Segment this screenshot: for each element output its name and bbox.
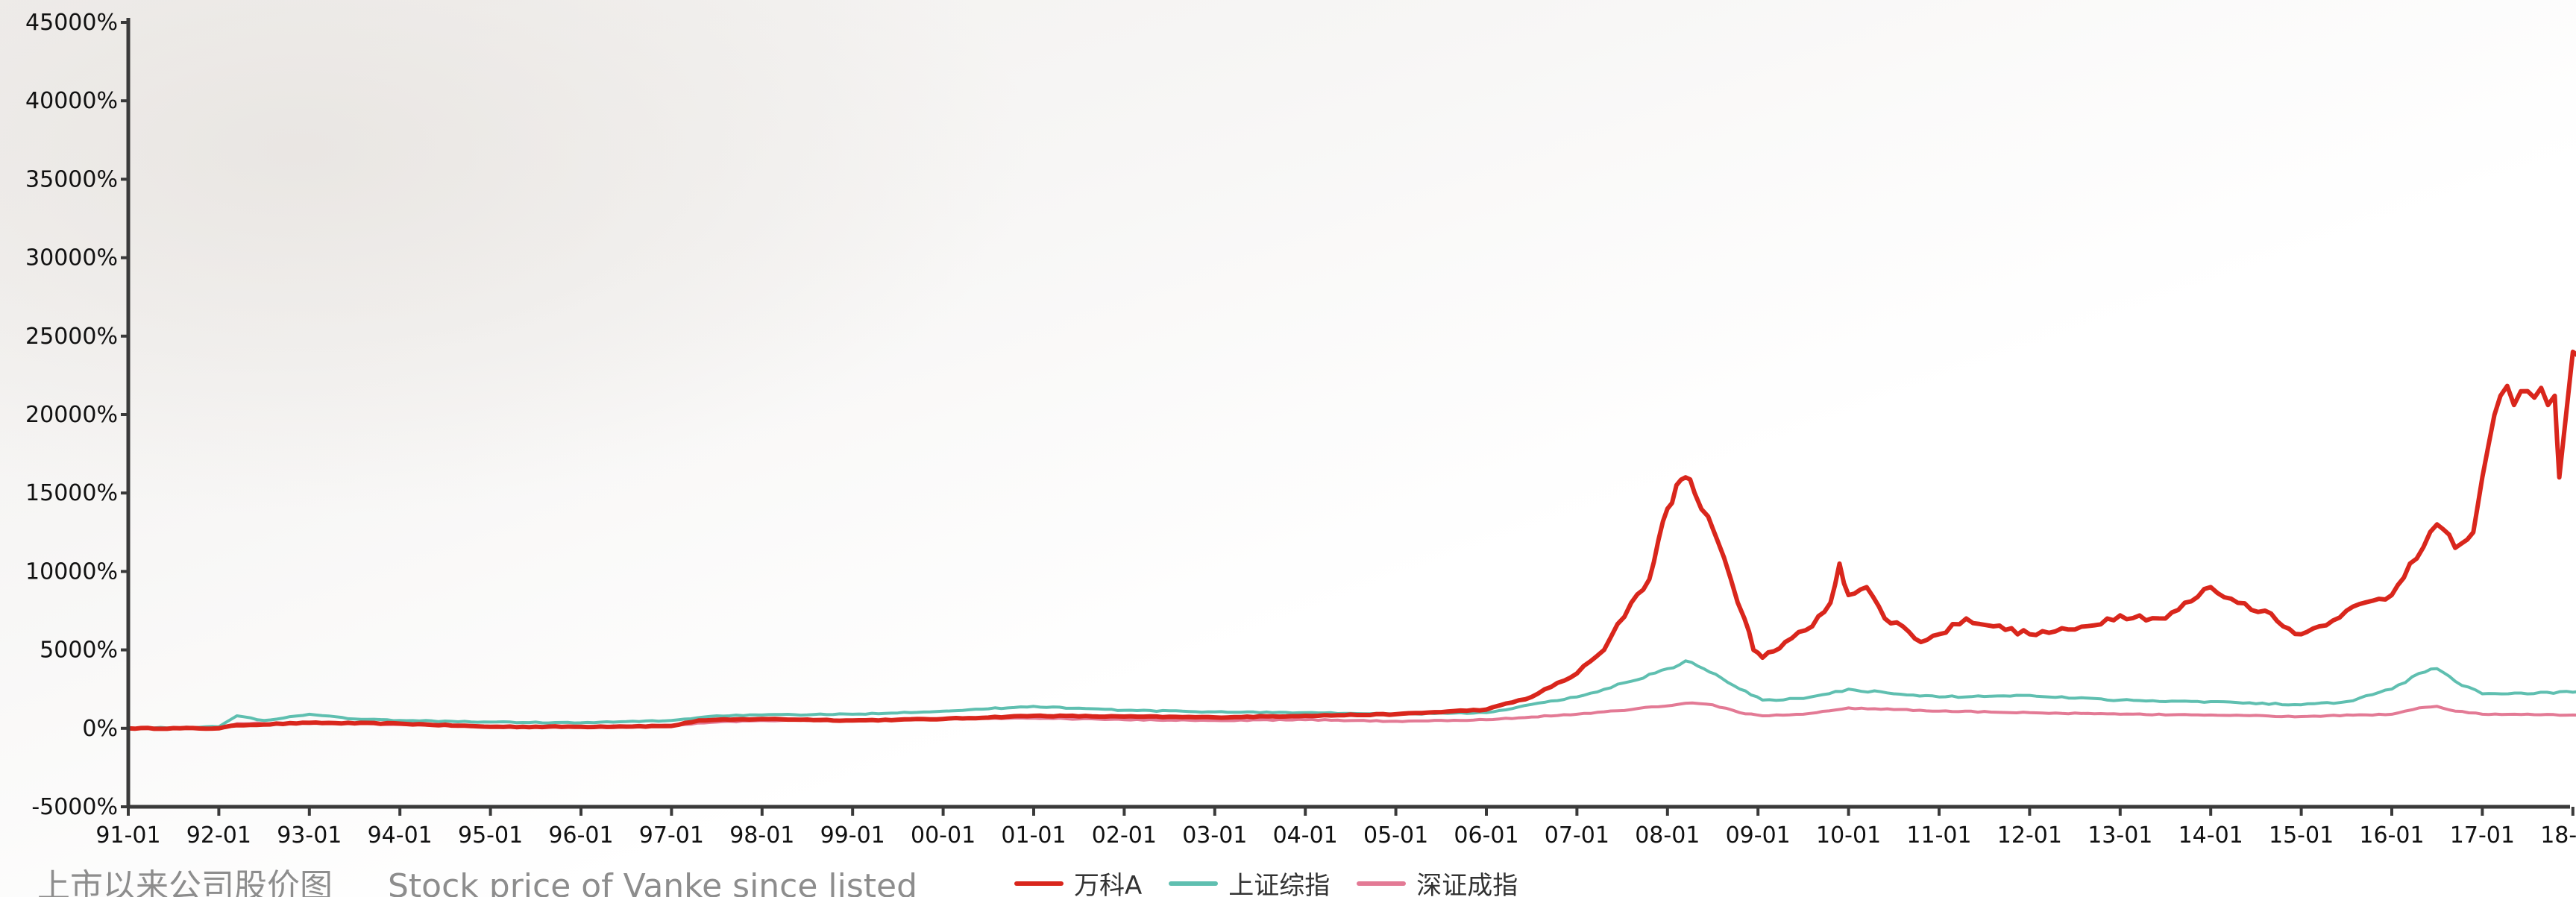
chart-caption: 上市以来公司股价图 Stock price of Vanke since lis… (37, 859, 917, 897)
legend-item-shanghai-composite: 上证综指 (1169, 865, 1330, 897)
y-tick-label: 45000% (25, 10, 118, 36)
y-tick-label: 15000% (25, 480, 118, 506)
legend-label-vanke: 万科A (1074, 871, 1143, 897)
legend-swatch-vanke (1014, 881, 1064, 886)
x-tick-label: 07-01 (1545, 822, 1609, 849)
x-tick-label: 06-01 (1454, 822, 1518, 849)
x-tick-label: 17-01 (2450, 822, 2515, 849)
y-tick-label: 30000% (25, 245, 118, 271)
series-lines (128, 349, 2576, 731)
x-tick-label: 11-01 (1906, 822, 1971, 849)
legend-swatch-shenzhen-component (1357, 881, 1407, 886)
legend-item-vanke: 万科A (1014, 865, 1142, 897)
y-axis-ticks: 45000% 40000% 35000% 30000% 25000% 20000% 1500… (25, 10, 128, 820)
chart-legend: 万科A 上证综指 深证成指 (1014, 865, 1545, 897)
x-tick-label: 15-01 (2269, 822, 2334, 849)
x-tick-label: 16-01 (2359, 822, 2424, 849)
x-tick-label: 97-01 (639, 822, 704, 849)
x-tick-label: 03-01 (1182, 822, 1247, 849)
x-tick-label: 00-01 (911, 822, 976, 849)
x-tick-label: 02-01 (1092, 822, 1157, 849)
legend-item-shenzhen-component: 深证成指 (1357, 865, 1518, 897)
legend-label-shanghai-composite: 上证综指 (1228, 871, 1331, 897)
x-tick-label: 08-01 (1635, 822, 1700, 849)
caption-english: Stock price of Vanke since listed (388, 867, 918, 897)
x-tick-label: 14-01 (2178, 822, 2243, 849)
x-tick-label: 94-01 (368, 822, 433, 849)
x-tick-label: 98-01 (729, 822, 794, 849)
x-tick-label: 99-01 (820, 822, 885, 849)
x-tick-label: 13-01 (2087, 822, 2152, 849)
caption-chinese: 上市以来公司股价图 (37, 867, 333, 897)
x-tick-label: 92-01 (186, 822, 251, 849)
y-tick-label: 35000% (25, 166, 118, 192)
x-tick-label: 04-01 (1273, 822, 1338, 849)
x-tick-label: 18-01 (2540, 822, 2576, 849)
x-tick-label: 10-01 (1816, 822, 1881, 849)
x-tick-label: 96-01 (548, 822, 613, 849)
x-axis-ticks: 91-01 92-01 93-01 94-01 95-01 96-01 97-01 98-01… (95, 807, 2576, 849)
y-tick-label: 0% (82, 716, 118, 742)
y-tick-label: 5000% (40, 638, 118, 664)
y-tick-label: 25000% (25, 324, 118, 350)
series-line-vanke (128, 349, 2576, 731)
x-tick-label: 01-01 (1001, 822, 1066, 849)
x-tick-label: 05-01 (1363, 822, 1428, 849)
x-tick-label: 12-01 (1997, 822, 2062, 849)
x-tick-label: 91-01 (95, 822, 160, 849)
x-tick-label: 09-01 (1726, 822, 1791, 849)
legend-label-shenzhen-component: 深证成指 (1416, 871, 1518, 897)
y-tick-label: 10000% (25, 558, 118, 585)
x-tick-label: 93-01 (277, 822, 342, 849)
series-line-shanghai-composite (128, 659, 2576, 731)
y-tick-label: -5000% (31, 794, 118, 820)
y-tick-label: 40000% (25, 88, 118, 114)
x-tick-label: 95-01 (458, 822, 523, 849)
legend-swatch-shanghai-composite (1169, 881, 1219, 886)
y-tick-label: 20000% (25, 402, 118, 428)
